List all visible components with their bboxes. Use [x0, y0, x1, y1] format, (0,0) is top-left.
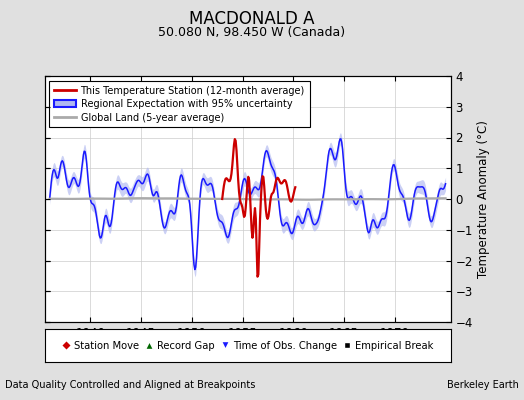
Y-axis label: Temperature Anomaly (°C): Temperature Anomaly (°C) — [477, 120, 490, 278]
Text: MACDONALD A: MACDONALD A — [189, 10, 314, 28]
Text: Berkeley Earth: Berkeley Earth — [447, 380, 519, 390]
Text: Data Quality Controlled and Aligned at Breakpoints: Data Quality Controlled and Aligned at B… — [5, 380, 256, 390]
Legend: This Temperature Station (12-month average), Regional Expectation with 95% uncer: This Temperature Station (12-month avera… — [49, 81, 310, 127]
Legend: Station Move, Record Gap, Time of Obs. Change, Empirical Break: Station Move, Record Gap, Time of Obs. C… — [60, 338, 435, 353]
Text: 50.080 N, 98.450 W (Canada): 50.080 N, 98.450 W (Canada) — [158, 26, 345, 39]
